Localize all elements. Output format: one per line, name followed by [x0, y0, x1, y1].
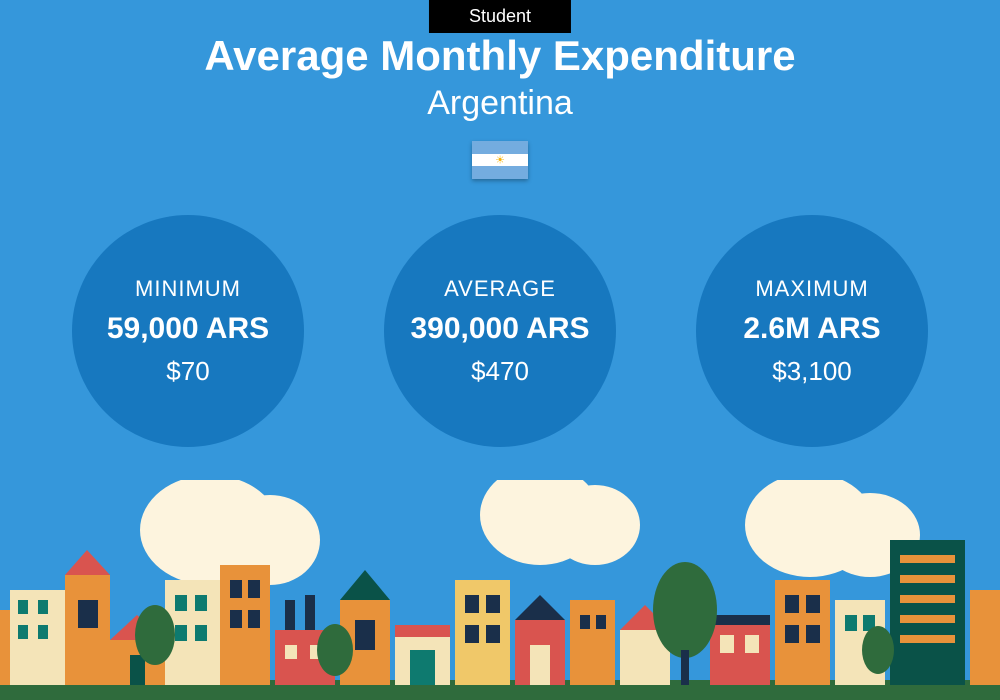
stat-circle-minimum: MINIMUM 59,000 ARS $70	[72, 215, 304, 447]
stat-circle-average: AVERAGE 390,000 ARS $470	[384, 215, 616, 447]
stat-value-ars: 2.6M ARS	[743, 312, 880, 346]
flag-stripe-top	[472, 141, 528, 154]
stat-circle-maximum: MAXIMUM 2.6M ARS $3,100	[696, 215, 928, 447]
stat-label: MINIMUM	[135, 276, 241, 302]
flag-sun-icon: ☀	[495, 154, 505, 167]
stat-value-usd: $470	[471, 356, 529, 387]
stat-value-usd: $3,100	[772, 356, 852, 387]
badge-text: Student	[469, 6, 531, 26]
cityscape-illustration	[0, 480, 1000, 700]
page-title: Average Monthly Expenditure	[0, 32, 1000, 80]
flag-stripe-bot	[472, 166, 528, 179]
stat-value-ars: 59,000 ARS	[107, 312, 269, 346]
stat-value-ars: 390,000 ARS	[410, 312, 589, 346]
page-subtitle: Argentina	[0, 84, 1000, 123]
stat-value-usd: $70	[166, 356, 209, 387]
stat-label: AVERAGE	[444, 276, 556, 302]
header: Average Monthly Expenditure Argentina ☀	[0, 32, 1000, 184]
category-badge: Student	[429, 0, 571, 33]
stats-row: MINIMUM 59,000 ARS $70 AVERAGE 390,000 A…	[0, 215, 1000, 447]
stat-label: MAXIMUM	[755, 276, 868, 302]
flag-icon: ☀	[472, 141, 528, 179]
